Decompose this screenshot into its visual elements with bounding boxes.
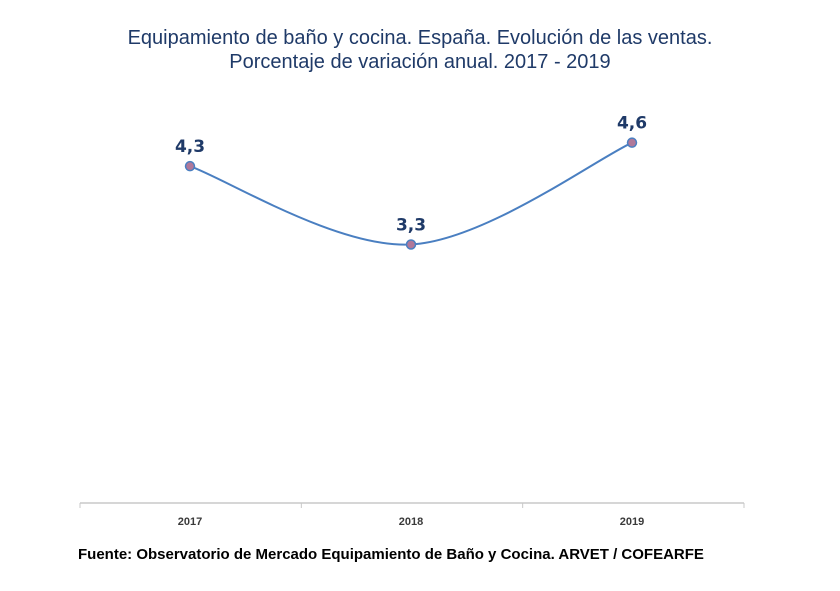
data-point-2018 [405, 239, 417, 250]
chart-title-line-2: Porcentaje de variación anual. 2017 - 20… [229, 51, 611, 73]
data-point-2019 [626, 137, 638, 148]
chart-title: Equipamiento de baño y cocina. España. E… [0, 26, 840, 74]
x-tick-label-2017: 2017 [178, 516, 202, 528]
data-label-2018: 3,3 [396, 216, 426, 236]
x-tick-label-2018: 2018 [399, 516, 423, 528]
data-label-2017: 4,3 [175, 137, 205, 157]
source-note: Fuente: Observatorio de Mercado Equipami… [78, 546, 704, 563]
data-point-2017 [184, 160, 196, 172]
x-tick-label-2019: 2019 [620, 516, 644, 528]
data-label-2019: 4,6 [617, 114, 647, 134]
chart-title-line-1: Equipamiento de baño y cocina. España. E… [127, 27, 713, 49]
